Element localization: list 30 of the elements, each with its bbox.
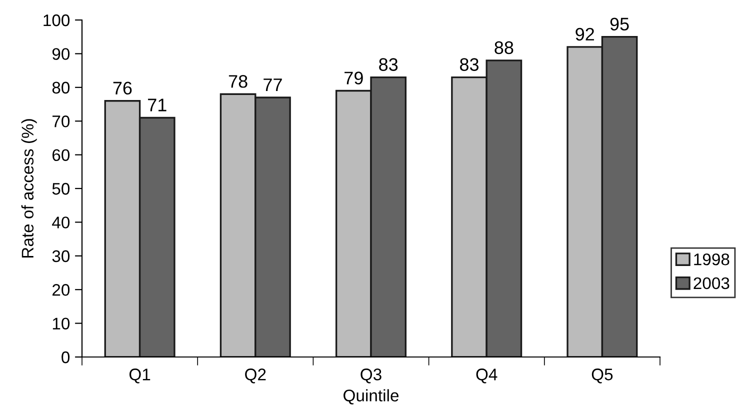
- y-tick-label: 30: [52, 250, 70, 262]
- x-tick-label: Q2: [245, 368, 266, 384]
- data-label: 88: [494, 41, 514, 54]
- x-axis-title: Quintile: [344, 389, 399, 404]
- y-axis-title: Rate of access (%): [21, 119, 37, 258]
- data-label: 92: [576, 28, 594, 41]
- legend-label: 1998: [694, 253, 730, 266]
- y-tick-label: 50: [52, 182, 70, 195]
- data-label: 71: [148, 98, 166, 112]
- data-label: 77: [264, 78, 282, 91]
- y-tick-label: 100: [44, 14, 70, 26]
- x-tick-label: Q5: [592, 368, 613, 384]
- y-tick-label: 60: [52, 149, 70, 162]
- y-tick-label: 0: [62, 351, 70, 364]
- x-tick-label: Q4: [476, 368, 498, 384]
- data-label: 95: [610, 18, 629, 31]
- y-tick-label: 70: [52, 116, 70, 128]
- y-tick-label: 80: [52, 82, 70, 94]
- data-label: 83: [379, 58, 398, 71]
- data-label: 83: [460, 58, 479, 71]
- data-label: 79: [344, 72, 363, 84]
- legend-label: 2003: [694, 277, 730, 290]
- x-tick-label: Q3: [360, 368, 382, 384]
- y-tick-label: 40: [52, 216, 70, 228]
- y-tick-label: 90: [52, 48, 70, 60]
- y-tick-label: 10: [52, 318, 70, 330]
- data-label: 76: [113, 82, 132, 95]
- data-label: 78: [228, 75, 248, 88]
- y-tick-label: 20: [52, 284, 70, 296]
- x-tick-label: Q1: [129, 368, 150, 384]
